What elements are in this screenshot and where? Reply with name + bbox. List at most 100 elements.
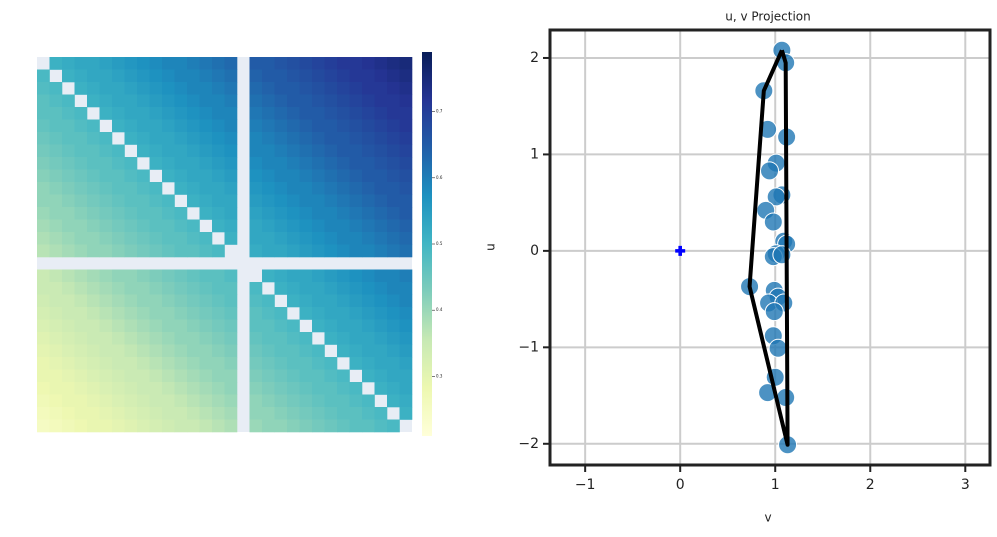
heatmap-cell — [174, 407, 188, 420]
heatmap-cell — [399, 232, 413, 245]
heatmap-cell — [287, 244, 300, 258]
heatmap-cell — [399, 57, 413, 70]
heatmap-cell — [299, 94, 313, 108]
heatmap-cell — [224, 357, 238, 370]
heatmap-cell — [137, 232, 150, 245]
heatmap-cell — [374, 244, 388, 258]
heatmap-cell — [187, 269, 200, 283]
heatmap-cell — [299, 344, 313, 358]
heatmap-cell — [37, 219, 50, 233]
heatmap-cell — [99, 294, 113, 308]
heatmap-cell — [149, 119, 163, 133]
heatmap-cell — [224, 294, 238, 308]
heatmap-cell — [149, 282, 163, 295]
heatmap-cell — [162, 207, 175, 220]
heatmap-cell — [249, 207, 263, 220]
heatmap-cell — [62, 132, 75, 145]
heatmap-cell — [187, 332, 200, 345]
heatmap-cell — [324, 244, 338, 258]
heatmap-cell — [112, 69, 125, 83]
heatmap-cell — [112, 182, 125, 195]
heatmap-cell — [349, 332, 363, 345]
scatter-point — [760, 161, 780, 181]
heatmap-cell — [112, 382, 125, 395]
heatmap-cell — [374, 194, 388, 208]
heatmap-cell — [137, 407, 150, 420]
heatmap-cell — [299, 369, 313, 383]
heatmap-cell — [312, 219, 325, 233]
heatmap-cell — [274, 94, 288, 108]
heatmap-cell — [224, 82, 238, 95]
heatmap-cell — [62, 332, 75, 345]
heatmap-cell — [249, 119, 263, 133]
heatmap-cell — [62, 169, 75, 183]
heatmap-cell — [187, 169, 200, 183]
heatmap-cell — [287, 194, 300, 208]
heatmap-cell — [249, 94, 263, 108]
heatmap-cell — [387, 294, 400, 308]
heatmap-cell — [62, 232, 75, 245]
heatmap-cell — [149, 294, 163, 308]
heatmap-cell — [337, 307, 350, 320]
heatmap-cell — [37, 269, 50, 283]
heatmap-cell — [374, 269, 388, 283]
heatmap-cell — [362, 182, 375, 195]
heatmap-cell — [312, 57, 325, 70]
heatmap-cell — [349, 144, 363, 158]
heatmap-cell — [174, 207, 188, 220]
heatmap-cell — [337, 94, 350, 108]
heatmap-cell — [187, 144, 200, 158]
heatmap-cell — [299, 357, 313, 370]
heatmap-cell — [174, 82, 188, 95]
heatmap-cell — [312, 144, 325, 158]
heatmap-cell — [224, 144, 238, 158]
heatmap-cell — [124, 369, 138, 383]
heatmap-cell — [212, 82, 225, 95]
heatmap-cell — [174, 282, 188, 295]
heatmap-cell — [137, 82, 150, 95]
y-tick-label: 1 — [530, 146, 539, 162]
heatmap-cell — [262, 157, 275, 170]
heatmap-cell — [299, 69, 313, 83]
heatmap-cell — [299, 282, 313, 295]
heatmap-cell — [149, 307, 163, 320]
heatmap-cell — [112, 282, 125, 295]
heatmap-cell — [337, 244, 350, 258]
x-tick-label: 3 — [961, 477, 970, 493]
heatmap-cell — [224, 157, 238, 170]
heatmap-cell — [137, 169, 150, 183]
heatmap-cell — [262, 69, 275, 83]
heatmap-cell — [87, 282, 100, 295]
heatmap-cell — [187, 157, 200, 170]
heatmap-cell — [224, 307, 238, 320]
heatmap-cell — [162, 132, 175, 145]
heatmap-cell — [137, 282, 150, 295]
heatmap-cell — [99, 219, 113, 233]
heatmap-cell — [212, 107, 225, 120]
heatmap-cell — [312, 357, 325, 370]
heatmap-cell — [224, 69, 238, 83]
heatmap-cell — [162, 344, 175, 358]
heatmap-cell — [324, 144, 338, 158]
heatmap-cell — [187, 369, 200, 383]
heatmap-cell — [287, 132, 300, 145]
heatmap-cell — [99, 244, 113, 258]
heatmap-cell — [62, 94, 75, 108]
heatmap-cell — [299, 207, 313, 220]
heatmap-cell — [387, 69, 400, 83]
heatmap-cell — [262, 182, 275, 195]
heatmap-cell — [212, 244, 225, 258]
heatmap-cell — [187, 382, 200, 395]
heatmap-cell — [174, 169, 188, 183]
heatmap-cell — [162, 319, 175, 333]
heatmap-cell — [387, 182, 400, 195]
heatmap-cell — [87, 307, 100, 320]
heatmap-cell — [62, 294, 75, 308]
heatmap-cell — [74, 194, 88, 208]
heatmap-cell — [349, 107, 363, 120]
heatmap-cell — [312, 232, 325, 245]
heatmap-cell — [137, 294, 150, 308]
axes-frame — [548, 28, 992, 467]
heatmap-cell — [299, 419, 313, 433]
heatmap-cell — [262, 57, 275, 70]
